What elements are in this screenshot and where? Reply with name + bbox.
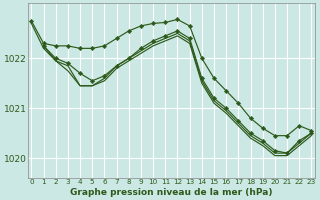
X-axis label: Graphe pression niveau de la mer (hPa): Graphe pression niveau de la mer (hPa): [70, 188, 273, 197]
